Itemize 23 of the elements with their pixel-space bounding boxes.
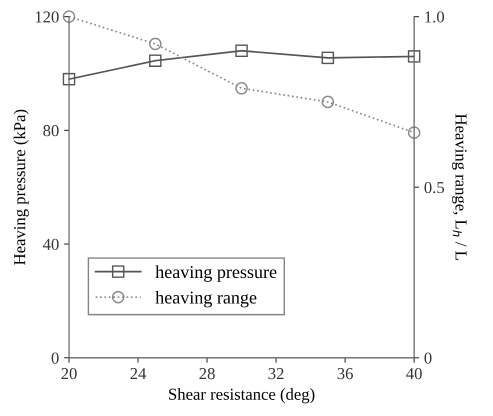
- y-tick-label: 40: [42, 238, 59, 250]
- x-tick-label: 28: [199, 368, 215, 380]
- point: [322, 96, 334, 108]
- y-axis-title: Heaving pressure (kPa): [14, 110, 29, 265]
- y2-tick-label: 0.5: [424, 182, 444, 194]
- x-tick-label: 40: [406, 368, 422, 380]
- point: [408, 126, 420, 139]
- y-tick-label: 80: [43, 125, 59, 136]
- x-tick-label: 24: [130, 368, 146, 380]
- y2-tick-label: 0: [424, 352, 432, 364]
- y-tick-label: 120: [36, 11, 59, 23]
- x-axis-title: Shear resistance (deg): [169, 388, 314, 404]
- point: [149, 38, 162, 50]
- point: [62, 10, 76, 23]
- legend-label: heaving range: [155, 290, 256, 308]
- y-tick-label: 0: [52, 352, 59, 364]
- x-tick-label: 36: [338, 368, 353, 380]
- x-tick-label: 20: [61, 368, 77, 380]
- x-tick-label: 32: [268, 368, 284, 380]
- y2-tick-label: 1.0: [425, 11, 444, 23]
- point: [235, 82, 248, 95]
- y2-axis-title: Heaving range, L$_{h}$ / L: [452, 114, 467, 260]
- legend-label: heaving pressure: [155, 265, 276, 282]
